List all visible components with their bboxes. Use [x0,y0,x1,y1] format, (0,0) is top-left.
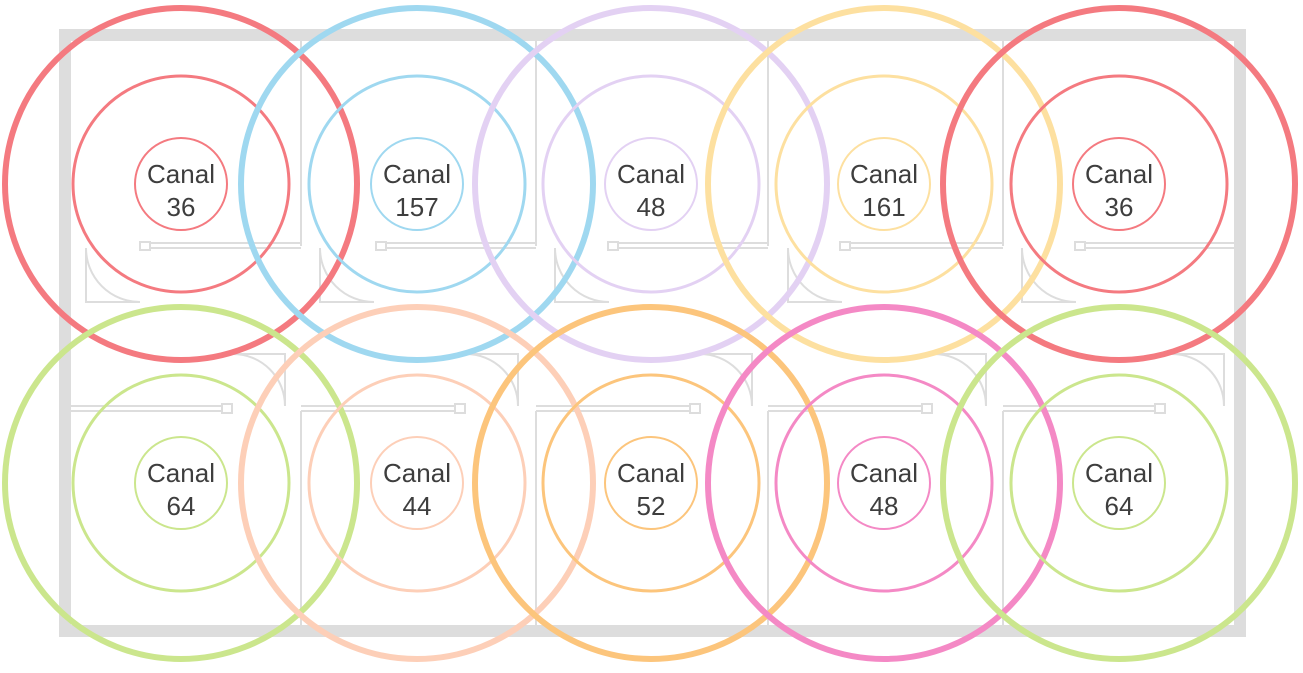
outer-coverage-ring [2,304,360,662]
access-point-rings [940,5,1298,363]
channel-number: 52 [637,491,666,521]
channel-label: Canal [147,458,215,488]
inner-coverage-ring [541,74,761,294]
outer-coverage-ring [705,5,1063,363]
access-point-rings [2,5,360,363]
floor-plan [59,29,1246,637]
channel-number: 36 [167,192,196,222]
channel-number: 157 [395,192,438,222]
channel-number: 64 [1105,491,1134,521]
access-point-circle [837,137,931,231]
channel-label: Canal [1085,159,1153,189]
channel-label: Canal [1085,458,1153,488]
channel-number: 64 [167,491,196,521]
channel-label: Canal [383,458,451,488]
channel-number: 161 [862,192,905,222]
interior-walls [70,40,1235,626]
inner-coverage-ring [774,373,994,593]
access-point-circle [370,436,464,530]
access-point-circle [837,436,931,530]
access-point-rings [705,304,1063,662]
coverage-rings [2,5,1298,662]
channel-label: Canal [383,159,451,189]
access-point-circle [134,137,228,231]
outer-coverage-ring [705,304,1063,662]
outer-coverage-ring [940,304,1298,662]
outer-wall [59,29,1246,637]
outer-coverage-ring [472,304,830,662]
outer-coverage-ring [472,5,830,363]
channel-label: Canal [617,159,685,189]
channel-number: 44 [403,491,432,521]
inner-coverage-ring [774,74,994,294]
inner-coverage-ring [1009,373,1229,593]
outer-coverage-ring [2,5,360,363]
access-point-rings [940,304,1298,662]
access-point-rings [238,304,596,662]
outer-coverage-ring [238,304,596,662]
access-point-rings [238,5,596,363]
inner-coverage-ring [307,373,527,593]
inner-coverage-ring [71,373,291,593]
access-point-rings [705,5,1063,363]
access-point-rings [472,5,830,363]
channel-label: Canal [147,159,215,189]
channel-labels: Canal36Canal157Canal48Canal161Canal36Can… [147,159,1153,521]
access-point-rings [472,304,830,662]
channel-label: Canal [850,458,918,488]
access-point-circle [604,137,698,231]
access-point-rings [2,304,360,662]
inner-coverage-ring [71,74,291,294]
channel-number: 48 [637,192,666,222]
inner-coverage-ring [541,373,761,593]
access-point-circle [1072,436,1166,530]
outer-coverage-ring [940,5,1298,363]
channel-number: 48 [870,491,899,521]
inner-coverage-ring [1009,74,1229,294]
channel-label: Canal [850,159,918,189]
inner-coverage-ring [307,74,527,294]
access-point-circle [134,436,228,530]
channel-number: 36 [1105,192,1134,222]
access-point-circle [370,137,464,231]
access-point-circle [1072,137,1166,231]
outer-coverage-ring [238,5,596,363]
channel-label: Canal [617,458,685,488]
access-point-circle [604,436,698,530]
